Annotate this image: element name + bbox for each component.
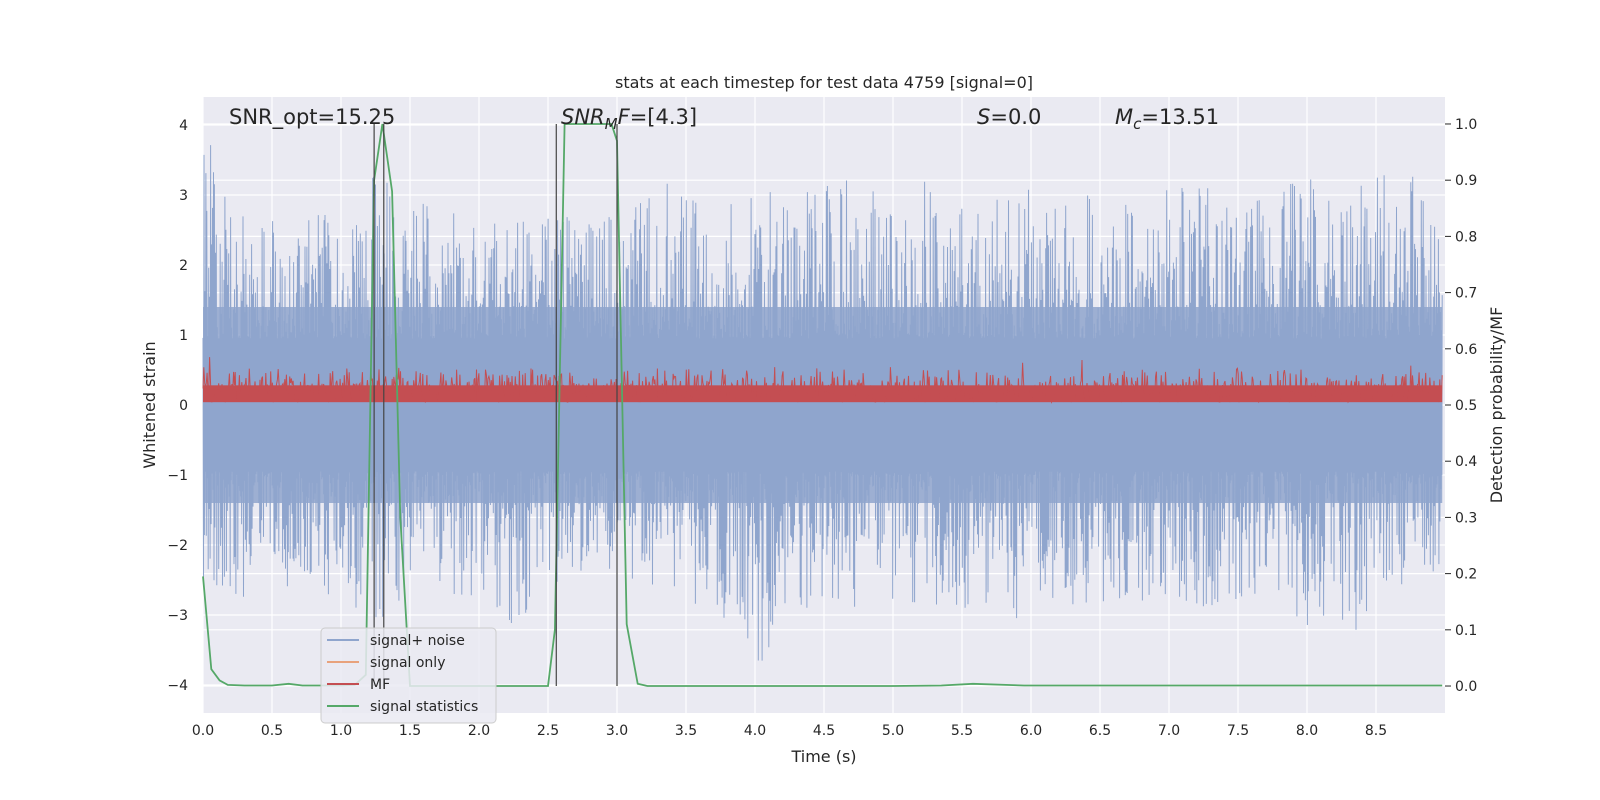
- x-tick-label-3: 1.5: [399, 723, 421, 739]
- y-right-tick-label-2: 0.8: [1455, 229, 1477, 245]
- x-tick-label-9: 4.5: [813, 723, 835, 739]
- y-left-tick-label-4: 0: [179, 398, 188, 414]
- x-tick-label-1: 0.5: [261, 723, 283, 739]
- annotation-mc: Mc=13.51: [1115, 105, 1219, 133]
- x-tick-label-13: 6.5: [1089, 723, 1111, 739]
- y-right-axis-ticks: 1.0 0.9 0.8 0.7 0.6 0.5 0.4 0.3 0.2 0.1 0.0: [1445, 117, 1477, 695]
- x-axis-label: Time (s): [790, 747, 856, 766]
- snr-mf-value: =[4.3]: [630, 105, 697, 129]
- signal-noise-layer: [202, 145, 1443, 661]
- y-left-tick-label-7: −3: [167, 608, 188, 624]
- mf-line: [202, 357, 1443, 404]
- y-right-tick-label-4: 0.6: [1455, 342, 1477, 358]
- snr-mf-rest-italic: F: [618, 105, 631, 129]
- x-tick-label-4: 2.0: [468, 723, 490, 739]
- snr-mf-sub: M: [605, 115, 618, 133]
- y-left-tick-label-5: −1: [167, 468, 188, 484]
- x-tick-label-2: 1.0: [330, 723, 352, 739]
- x-tick-label-0: 0.0: [192, 723, 214, 739]
- x-axis-ticks: 0.0 0.5 1.0 1.5 2.0 2.5 3.0 3.5 4.0 4.5 5.0 5.5 6.0 6…: [192, 723, 1387, 739]
- x-tick-label-16: 8.0: [1296, 723, 1318, 739]
- x-tick-label-17: 8.5: [1365, 723, 1387, 739]
- y-right-tick-label-9: 0.1: [1455, 623, 1477, 639]
- y-left-axis-label: Whitened strain: [140, 341, 159, 468]
- y-left-tick-label-3: 1: [179, 328, 188, 344]
- y-left-tick-label-6: −2: [167, 538, 188, 554]
- mc-base: M: [1115, 105, 1133, 129]
- mf-layer: [202, 357, 1443, 404]
- x-tick-label-7: 3.5: [675, 723, 697, 739]
- x-tick-label-12: 6.0: [1020, 723, 1042, 739]
- y-right-axis-label: Detection probability/MF: [1487, 307, 1506, 504]
- chart-title: stats at each timestep for test data 475…: [615, 73, 1033, 92]
- y-right-tick-label-7: 0.3: [1455, 510, 1477, 526]
- x-tick-label-8: 4.0: [744, 723, 766, 739]
- x-tick-label-14: 7.0: [1158, 723, 1180, 739]
- annotation-snr-mf: SNRMF=[4.3]: [561, 105, 697, 133]
- y-right-tick-label-0: 1.0: [1455, 117, 1477, 133]
- s-value: =0.0: [990, 105, 1041, 129]
- legend-box: [320, 627, 497, 724]
- x-tick-label-6: 3.0: [606, 723, 628, 739]
- signal-statistics-line: [202, 123, 1443, 687]
- y-left-tick-label-0: 4: [179, 118, 188, 134]
- mc-value: =13.51: [1141, 105, 1219, 129]
- y-left-axis-ticks: 4 3 2 1 0 −1 −2 −3 −4: [167, 118, 188, 694]
- annotation-s: S=0.0: [977, 105, 1041, 129]
- signal-statistics-layer: [202, 123, 1443, 687]
- mc-sub: c: [1133, 115, 1142, 133]
- y-left-tick-label-8: −4: [167, 678, 188, 694]
- s-label: S: [977, 105, 990, 129]
- snr-mf-base: SNR: [561, 105, 605, 129]
- legend: signal+ noise signal only MF signal stat…: [320, 627, 497, 724]
- y-right-tick-label-3: 0.7: [1455, 286, 1477, 302]
- legend-label-mf: MF: [370, 677, 390, 693]
- signal-noise-line: [202, 145, 1443, 661]
- y-right-tick-label-1: 0.9: [1455, 173, 1477, 189]
- legend-label-signal-only: signal only: [370, 655, 445, 671]
- legend-label-signal-statistics: signal statistics: [370, 699, 478, 715]
- y-right-tick-label-8: 0.2: [1455, 567, 1477, 583]
- y-right-tick-label-6: 0.4: [1455, 454, 1477, 470]
- x-tick-label-5: 2.5: [537, 723, 559, 739]
- y-left-tick-label-1: 3: [179, 188, 188, 204]
- y-right-tick-label-5: 0.5: [1455, 398, 1477, 414]
- legend-label-signal-noise: signal+ noise: [370, 633, 465, 649]
- vertical-markers: [373, 123, 618, 687]
- y-right-tick-label-10: 0.0: [1455, 679, 1477, 695]
- y-left-tick-label-2: 2: [179, 258, 188, 274]
- x-tick-label-10: 5.0: [882, 723, 904, 739]
- x-tick-label-11: 5.5: [951, 723, 973, 739]
- x-tick-label-15: 7.5: [1227, 723, 1249, 739]
- annotation-snr-opt: SNR_opt=15.25: [229, 105, 395, 130]
